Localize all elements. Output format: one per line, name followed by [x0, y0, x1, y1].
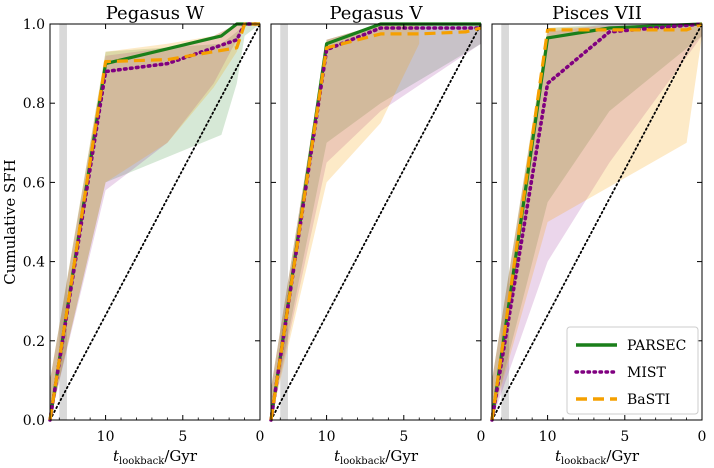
panel-1: 10 5 0 0.0 0.2 0.4 0.6 0.8 1.0 Pegasus W tlookback… — [23, 3, 265, 467]
y-tick-label: 0.0 — [23, 413, 45, 429]
legend: PARSEC MIST BaSTI — [566, 326, 699, 415]
x-tick-label: 5 — [178, 429, 187, 445]
series-mist — [490, 22, 704, 422]
x-tick-label: 0 — [256, 429, 265, 445]
panels: 10 5 0 0.0 0.2 0.4 0.6 0.8 1.0 Pegasus W tlookback… — [23, 3, 707, 467]
x-tick-label: 5 — [399, 429, 408, 445]
y-tick-label: 0.8 — [23, 96, 45, 112]
band-basti — [271, 24, 420, 420]
reference-line — [49, 23, 261, 421]
band-mist — [492, 24, 702, 420]
reference-line — [491, 23, 703, 421]
panel-title: Pisces VII — [552, 3, 642, 24]
band-mist — [271, 24, 481, 420]
band-parsec — [271, 24, 481, 420]
series-basti — [269, 26, 482, 421]
panel-3: 10 5 0 Pisces VII tlookback/Gyr — [490, 3, 707, 467]
x-axis-label: tlookback/Gyr — [113, 447, 198, 467]
band-basti — [492, 24, 702, 420]
x-tick-label: 0 — [477, 429, 486, 445]
legend-label-mist: MIST — [627, 365, 666, 381]
x-axis-label: tlookback/Gyr — [555, 447, 640, 467]
x-tick-label: 0 — [698, 429, 707, 445]
y-tick-label: 0.4 — [23, 255, 45, 271]
axes-frame — [491, 23, 703, 421]
gray-band — [59, 24, 67, 420]
panel-2: 10 5 0 Pegasus V tlookback/Gyr — [269, 3, 486, 467]
reference-line — [270, 23, 482, 421]
legend-label-parsec: PARSEC — [627, 338, 686, 354]
legend-label-basti: BaSTI — [627, 392, 670, 408]
axes-frame — [49, 23, 261, 421]
y-tick-label: 0.2 — [23, 334, 45, 350]
axes-frame — [270, 23, 482, 421]
y-tick-label: 1.0 — [23, 17, 45, 33]
band-basti — [50, 24, 245, 420]
x-tick-label: 10 — [318, 429, 336, 445]
series-basti — [490, 22, 703, 421]
x-tick-label: 10 — [97, 429, 115, 445]
x-tick-label: 5 — [620, 429, 629, 445]
band-parsec — [50, 24, 260, 420]
x-tick-label: 10 — [539, 429, 557, 445]
band-parsec — [492, 24, 702, 420]
x-axis-label: tlookback/Gyr — [334, 447, 419, 467]
legend-box — [566, 326, 699, 415]
panel-title: Pegasus W — [106, 3, 205, 24]
gray-band — [280, 24, 288, 420]
gray-band — [501, 24, 509, 420]
panel-title: Pegasus V — [330, 3, 424, 24]
y-axis-label: Cumulative SFH — [1, 159, 19, 284]
y-tick-label: 0.6 — [23, 175, 45, 191]
